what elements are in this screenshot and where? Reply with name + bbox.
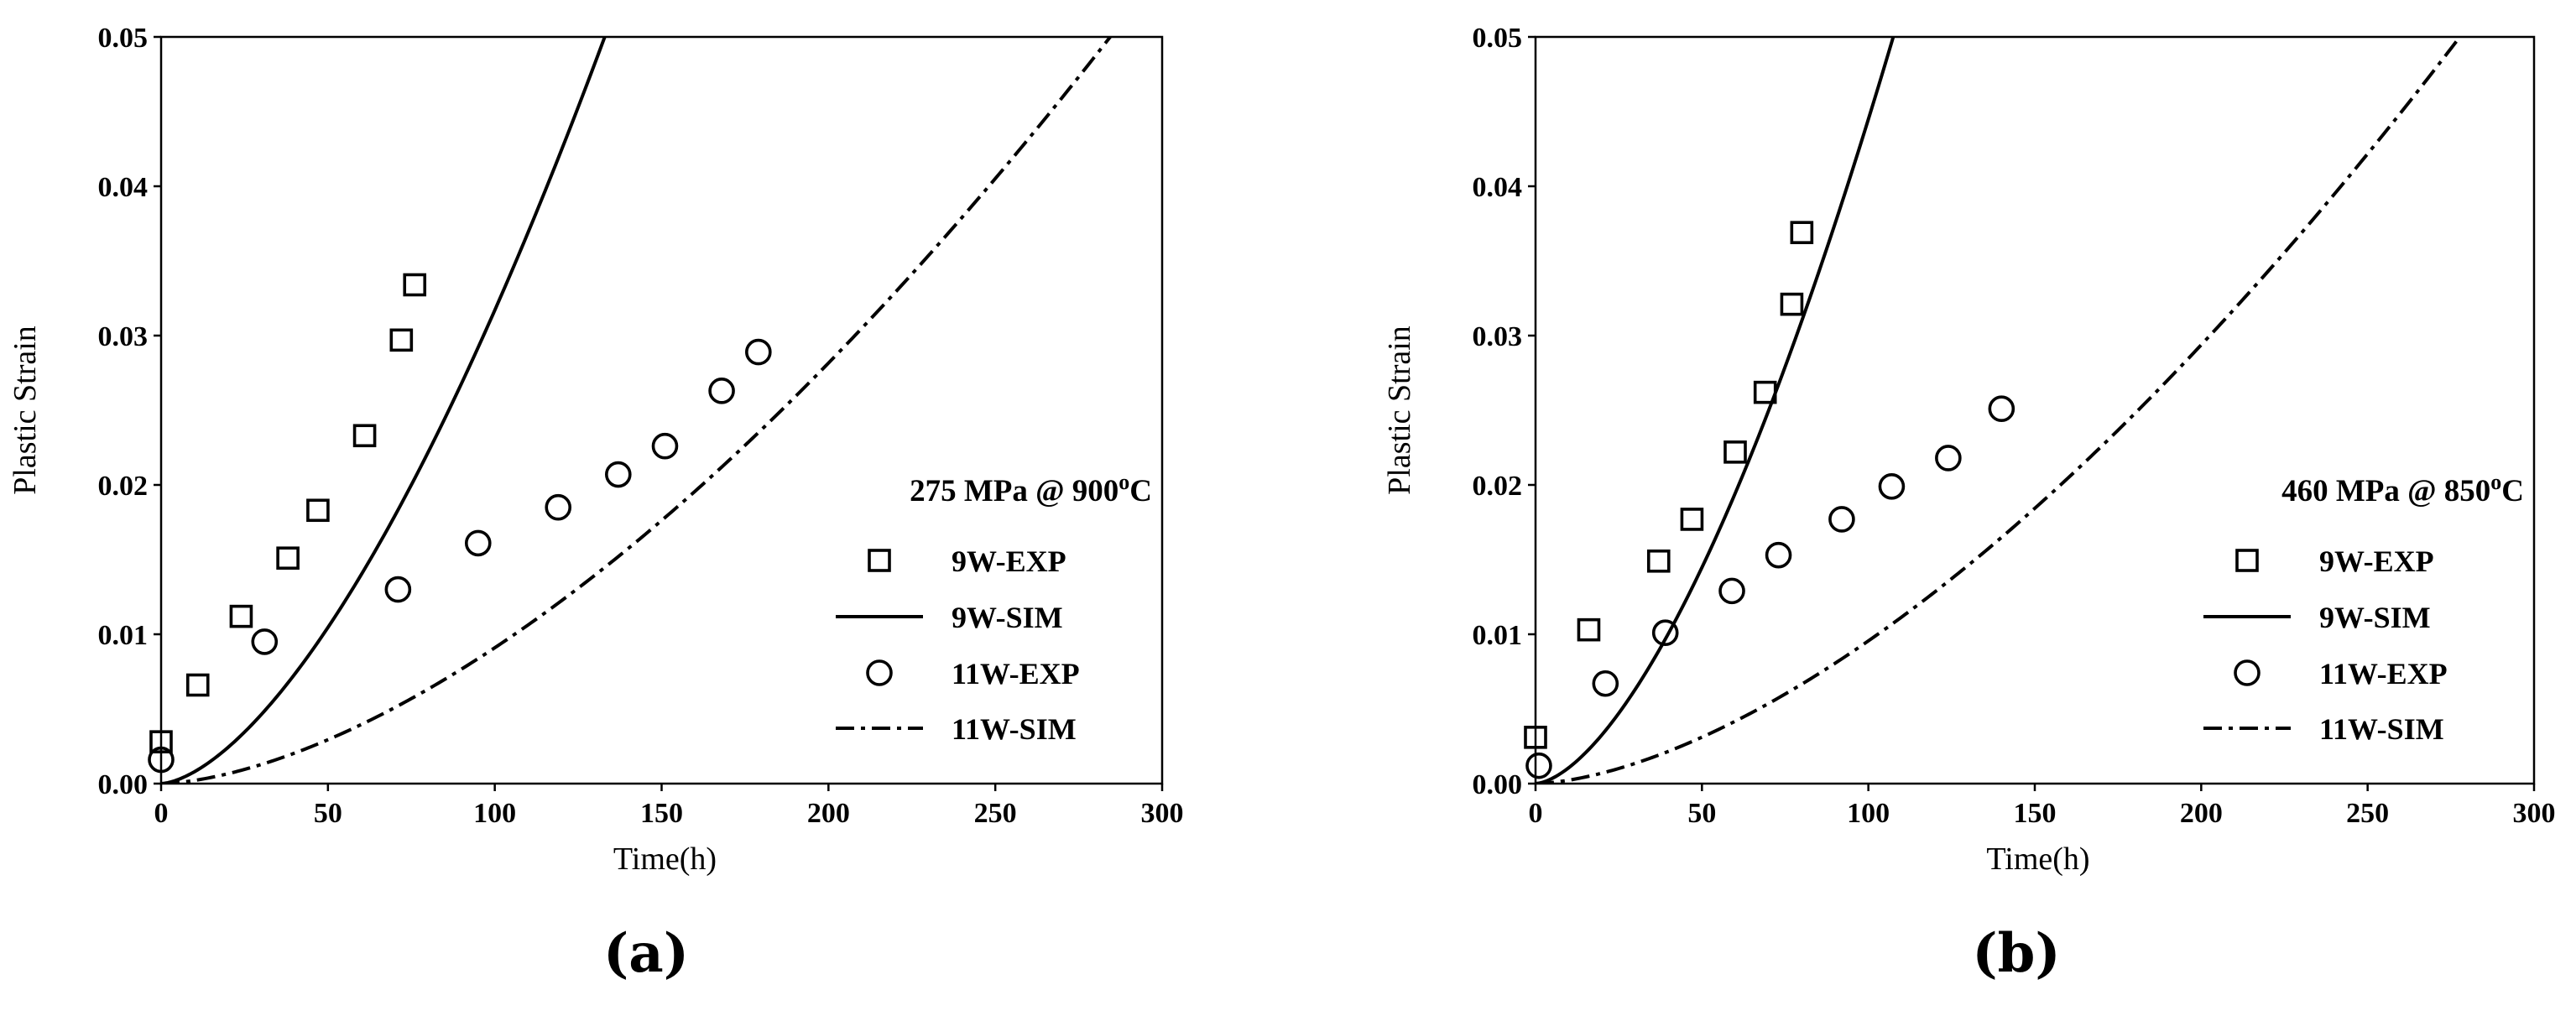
legend-label: 11W-SIM [2319,712,2444,746]
condition-unit: C [2501,474,2524,508]
data-point-circle [1878,472,1906,500]
legend-label: 11W-EXP [2319,657,2448,690]
panel-b-condition-title: 460 MPa @ 850oC [2281,470,2524,508]
data-point-circle [384,576,412,603]
x-tick-label: 200 [807,798,850,829]
condition-degree: o [1119,470,1129,494]
panel-b-label: (b) [1972,922,2060,985]
data-point-square [306,498,330,523]
data-point-circle [1592,670,1619,697]
data-point-square [1753,380,1777,404]
data-point-circle [1651,619,1679,647]
data-point-circle [605,461,632,488]
data-point-circle [651,432,679,460]
data-point-circle [464,529,492,557]
condition-value: 460 MPa @ 850 [2281,474,2490,508]
panel-b-y-axis-label: Plastic Strain [1382,326,1417,495]
y-tick-label: 0.01 [98,620,149,651]
panel-a-label: (a) [603,922,689,985]
x-tick-label: 100 [1847,798,1890,829]
x-tick-label: 50 [314,798,342,829]
panel-b-x-axis-label: Time(h) [1986,841,2089,877]
x-tick-label: 250 [974,798,1017,829]
data-point-square [352,424,377,448]
data-point-circle [1935,445,1962,472]
panel-b-series-11w-exp [1525,395,2015,779]
data-point-square [276,546,300,571]
y-tick-label: 0.03 [98,321,149,352]
x-tick-label: 150 [2014,798,2057,829]
data-point-square [403,273,427,297]
panel-a-condition-title: 275 MPa @ 900oC [910,470,1152,508]
data-point-circle [1525,752,1552,779]
condition-unit: C [1129,474,1152,508]
data-point-square [1680,508,1704,531]
panel-a-series-11w-exp [148,338,772,774]
legend-marker-square [2235,549,2259,572]
data-point-circle [545,493,572,521]
data-point-circle [251,628,279,655]
data-point-circle [745,338,772,366]
legend-label: 9W-SIM [952,601,1063,634]
legend-marker-circle [2234,659,2261,686]
y-tick-label: 0.05 [98,23,149,54]
data-point-square [229,604,253,628]
x-tick-label: 200 [2180,798,2223,829]
legend-label: 11W-EXP [952,657,1080,690]
y-tick-label: 0.02 [1473,471,1523,502]
data-point-circle [1988,395,2015,423]
y-tick-label: 0.03 [1473,321,1523,352]
panel-a-x-axis-label: Time(h) [613,841,717,877]
panel-a-curve-11w-sim [161,37,1113,784]
x-tick-label: 100 [473,798,516,829]
y-tick-label: 0.04 [1473,172,1523,203]
data-point-square [1646,549,1671,573]
data-point-square [1723,440,1747,464]
panel-a-y-axis-label: Plastic Strain [8,326,43,495]
chart-panel-b: 0 50 100 150 200 250 300 0.00 0.01 0.02 0.03 0.04 0.… [1382,23,2556,985]
legend-marker-circle [866,659,893,686]
legend-label: 9W-EXP [2319,544,2434,578]
y-tick-label: 0.04 [98,172,149,203]
condition-value: 275 MPa @ 900 [910,474,1119,508]
data-point-circle [1718,577,1745,605]
y-tick-label: 0.01 [1473,620,1523,651]
data-point-circle [708,378,735,404]
legend-label: 9W-EXP [952,544,1066,578]
data-point-square [1790,221,1814,244]
y-tick-label: 0.00 [98,769,149,800]
x-tick-label: 250 [2346,798,2389,829]
panel-b-curve-9w-sim [1536,37,1895,784]
condition-degree: o [2490,470,2501,494]
panel-b-curves [1536,37,2463,784]
data-point-circle [1828,506,1855,533]
panel-b-curve-11w-sim [1536,37,2463,784]
legend-label: 9W-SIM [2319,601,2431,634]
x-tick-label: 300 [2513,798,2556,829]
chart-panel-a: 0 50 100 150 200 250 300 0.00 0.01 0.02 0.03 0.04 0.… [8,23,1184,985]
y-tick-label: 0.02 [98,471,149,502]
x-tick-label: 50 [1687,798,1716,829]
legend-label: 11W-SIM [952,712,1077,746]
x-tick-label: 300 [1141,798,1184,829]
legend-marker-square [868,549,891,572]
x-tick-label: 150 [640,798,683,829]
data-point-square [1577,617,1601,642]
data-point-circle [1765,541,1792,569]
x-tick-label: 0 [1529,798,1543,829]
y-tick-label: 0.05 [1473,23,1523,54]
data-point-square [1780,292,1804,316]
panel-b-legend: 9W-EXP 9W-SIM 11W-EXP 11W-SIM [2203,544,2448,746]
panel-b-series-9w-exp [1524,221,1814,749]
data-point-square [185,673,210,697]
panel-a-curve-9w-sim [161,37,607,784]
y-tick-label: 0.00 [1473,769,1523,800]
x-tick-label: 0 [154,798,169,829]
panel-a-legend: 9W-EXP 9W-SIM 11W-EXP 11W-SIM [836,544,1080,746]
panel-a-curves [161,37,1113,784]
data-point-square [389,328,414,352]
